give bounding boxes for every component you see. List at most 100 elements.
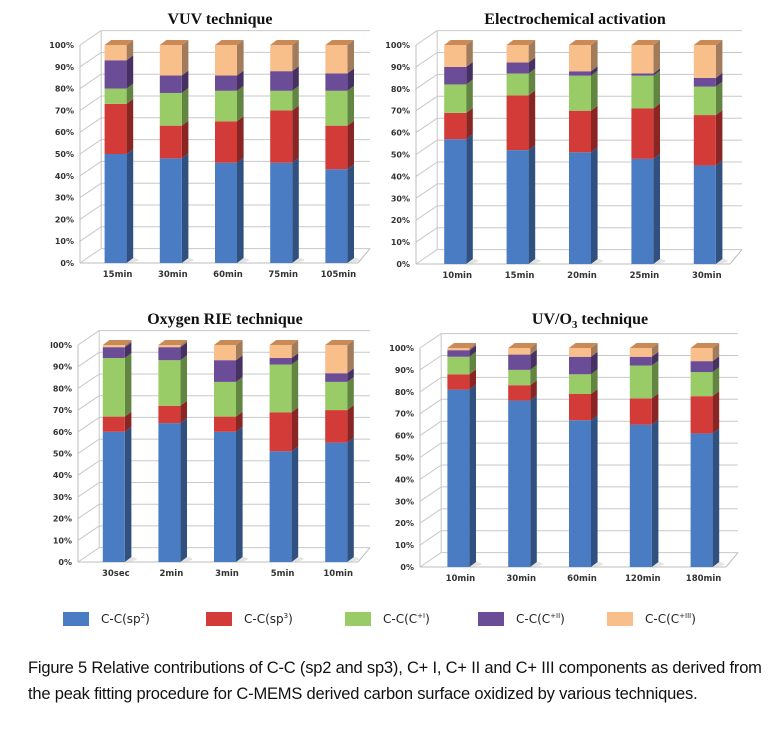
y-tick-label: 100%: [385, 41, 410, 50]
bar-segment-c-c-c-ii-30min: [693, 77, 716, 87]
gridline-depth: [415, 117, 438, 134]
bar-segment-c-c-sp3-30min: [159, 125, 182, 159]
chart-title-subscript: 3: [572, 319, 578, 331]
bar-segment-c-c-sp3-30sec-side: [124, 411, 132, 432]
bar-segment-c-c-c-i-10min-side: [466, 79, 473, 113]
y-tick-label: 20%: [53, 515, 72, 524]
bar-segment-c-c-sp2-30sec: [102, 431, 125, 562]
x-tick-label: 30min: [692, 271, 722, 281]
bar-segment-c-c-sp2-10min: [325, 442, 348, 562]
bar-segment-c-c-sp2-60min-side: [591, 415, 598, 567]
bar-segment-c-c-c-iii-15min-side: [528, 40, 536, 63]
gridline-depth: [77, 330, 100, 346]
bar-segment-c-c-c-i-105min: [325, 90, 348, 126]
bar-segment-c-c-c-i-3min: [214, 381, 236, 417]
legend-label-sp3: C-C(sp3): [244, 612, 293, 626]
bar-segment-c-c-sp3-180min-side: [712, 391, 720, 434]
bar-segment-c-c-c-i-120min-side: [651, 360, 659, 399]
y-tick-label: 80%: [53, 384, 72, 393]
gridline-depth: [415, 227, 438, 243]
bar-segment-c-c-c-i-30min-side: [715, 81, 723, 116]
bar-segment-c-c-c-i-2min: [158, 360, 181, 406]
bar-segment-c-c-c-iii-15min-side: [126, 40, 134, 61]
y-tick-label: 60%: [53, 428, 72, 437]
bar-stack-105min: [325, 40, 360, 263]
bar-segment-c-c-c-iii-60min-side: [591, 343, 598, 357]
gridline-depth: [415, 249, 438, 265]
bar-segment-c-c-c-iii-10min-side: [347, 340, 354, 374]
bar-segment-c-c-c-iii-105min: [325, 45, 348, 74]
bar-segment-c-c-c-ii-10min-side: [347, 368, 354, 382]
bar-segment-c-c-c-i-30sec-side: [124, 353, 132, 417]
gridline-depth: [77, 416, 100, 433]
floor-edge: [729, 249, 743, 265]
bar-top-face: [215, 40, 244, 45]
legend-item-sp2: C-C(sp2): [63, 612, 150, 626]
y-tick-label: 90%: [55, 63, 74, 72]
floor-edge: [357, 248, 371, 264]
bar-segment-c-c-c-i-30sec: [102, 358, 125, 417]
y-tick-label: 0%: [60, 259, 74, 268]
y-tick-label: 80%: [391, 85, 410, 94]
y-tick-label: 40%: [53, 471, 72, 480]
bar-segment-c-c-sp2-25min: [631, 158, 654, 264]
chart-vuv: VUV technique 0% 10% 20% 30% 40% 50% 60% 70% 80% 9…: [0, 0, 385, 295]
bar-segment-c-c-sp2-120min: [629, 424, 652, 567]
gridline-depth: [77, 373, 100, 389]
bar-segment-c-c-sp2-10min: [447, 389, 470, 567]
bar-segment-c-c-c-ii-30min: [159, 75, 182, 93]
gridline-depth: [419, 355, 442, 371]
gridline-depth: [419, 333, 442, 349]
bar-segment-c-c-c-iii-3min: [214, 345, 236, 361]
bar-segment-c-c-c-i-180min-side: [712, 367, 720, 397]
gridline-depth: [415, 183, 438, 199]
y-tick-label: 70%: [391, 107, 410, 116]
bar-segment-c-c-sp2-60min-side: [237, 157, 244, 263]
bar-segment-c-c-sp3-30min: [508, 385, 531, 401]
floor-edge: [357, 547, 371, 563]
y-tick-label: 0%: [396, 260, 410, 269]
bar-stack-30sec: [102, 340, 137, 562]
x-tick-label: 120min: [625, 574, 661, 584]
bar-segment-c-c-sp3-60min-side: [237, 116, 244, 163]
chart-electrochemical: Electrochemical activation 0% 10% 20% 30% 40%…: [380, 0, 770, 295]
bar-segment-c-c-c-ii-30min-side: [530, 349, 537, 370]
bar-segment-c-c-sp2-105min-side: [347, 164, 354, 263]
bar-segment-c-c-sp2-10min-side: [347, 437, 354, 562]
x-tick-label: 30sec: [102, 569, 130, 579]
bar-segment-c-c-sp2-20min: [569, 152, 591, 264]
bar-stack-10min: [447, 343, 482, 567]
legend-label-c-plus-i: C-C(C+I): [383, 612, 430, 626]
bar-segment-c-c-c-iii-10min-side: [466, 40, 473, 67]
gridline-depth: [77, 525, 100, 541]
gridline-depth: [77, 482, 100, 498]
bar-segment-c-c-c-i-15min-side: [528, 68, 536, 96]
bar-segment-c-c-c-i-15min-side: [126, 83, 134, 104]
bar-segment-c-c-sp3-30min-side: [181, 120, 189, 159]
bar-segment-c-c-sp2-15min-side: [528, 145, 536, 264]
y-tick-label: 50%: [391, 151, 410, 160]
bar-segment-c-c-c-iii-120min-side: [651, 343, 659, 357]
bar-segment-c-c-sp3-10min: [447, 374, 470, 390]
bar-segment-c-c-sp3-30min-side: [715, 110, 723, 166]
y-tick-label: 70%: [53, 406, 72, 415]
chart-title: Oxygen RIE technique: [147, 311, 303, 328]
bar-segment-c-c-sp3-25min-side: [653, 103, 660, 159]
bar-stack-10min: [444, 40, 479, 264]
floor-edge: [725, 552, 739, 568]
bar-segment-c-c-sp3-60min: [215, 121, 237, 163]
bar-segment-c-c-c-iii-75min-side: [292, 40, 299, 72]
bar-segment-c-c-sp2-180min-side: [712, 428, 720, 567]
bar-segment-c-c-sp2-75min: [270, 162, 293, 263]
bar-segment-c-c-c-iii-60min: [215, 45, 237, 76]
bar-segment-c-c-sp3-2min: [158, 405, 181, 424]
bar-stack-10min: [325, 340, 360, 562]
bar-segment-c-c-sp3-2min-side: [180, 400, 187, 424]
bar-segment-c-c-c-iii-5min: [269, 345, 292, 359]
y-tick-label: 50%: [395, 454, 414, 463]
y-tick-label: 10%: [391, 238, 410, 247]
y-tick-label: 30%: [391, 194, 410, 203]
bar-segment-c-c-sp3-180min: [690, 396, 713, 434]
y-tick-label: 30%: [55, 194, 74, 203]
chart-title-main: Oxygen RIE technique: [147, 311, 303, 328]
